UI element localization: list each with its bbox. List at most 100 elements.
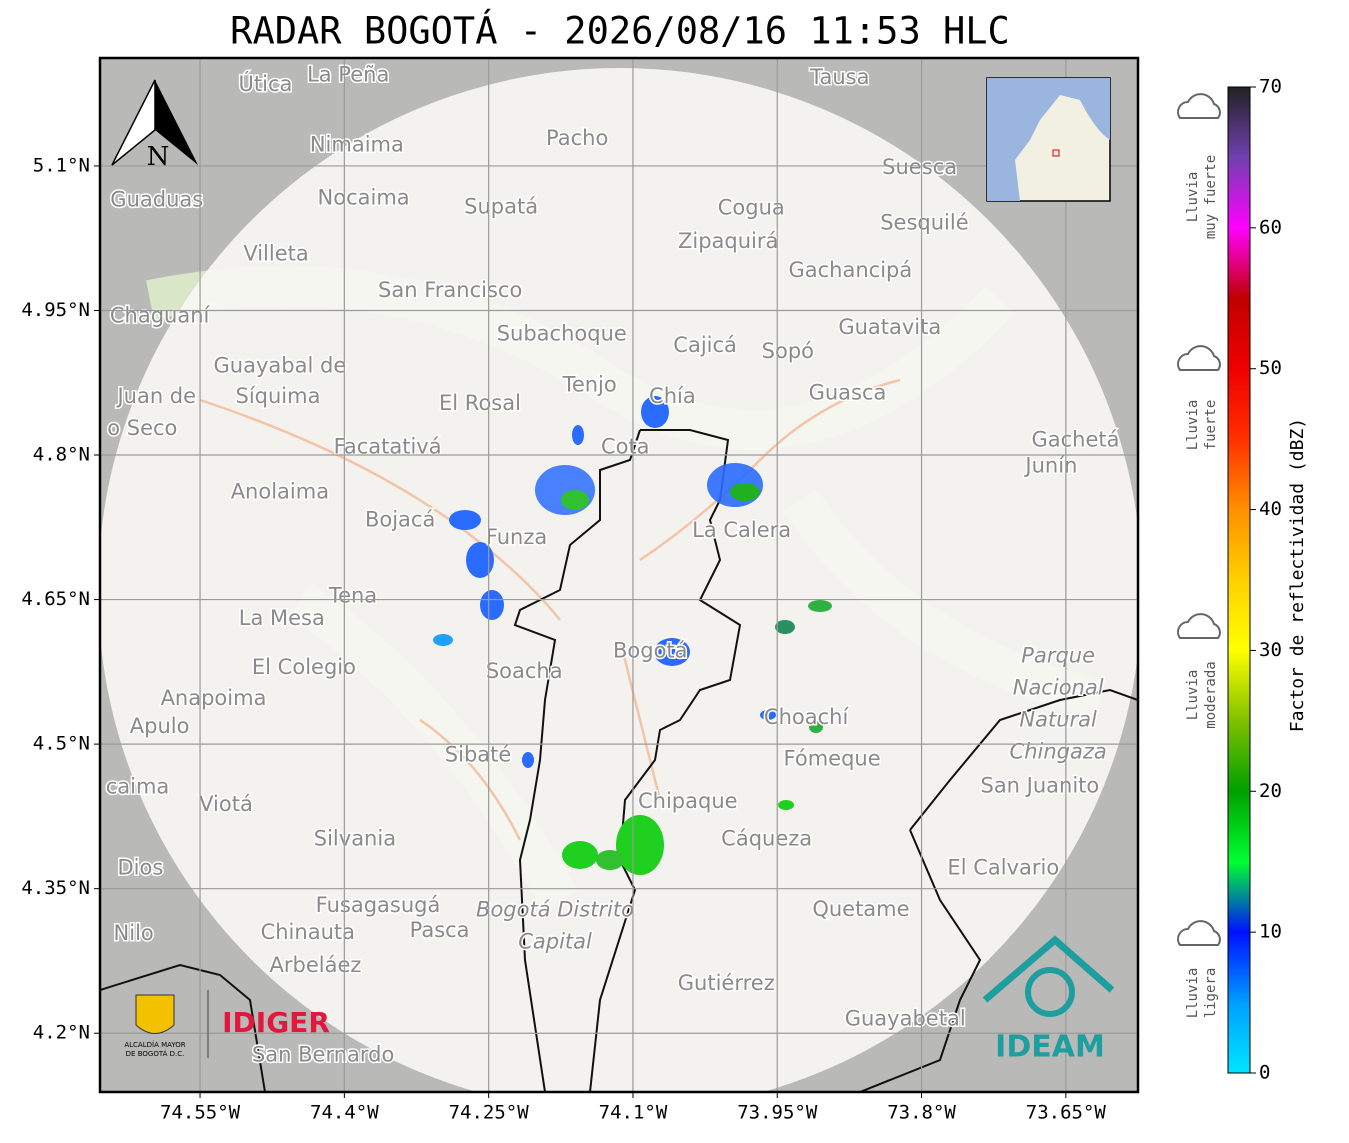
y-tick-label: 4.8°N [33,444,90,466]
place-label: Guayabetal [845,1007,966,1031]
x-tick-label: 74.4°W [310,1102,379,1124]
place-label: Cajicá [673,333,737,357]
y-tick-label: 4.2°N [33,1022,90,1044]
place-label: Viotá [199,792,253,816]
place-label: La Mesa [239,606,325,630]
place-label: Nilo [114,921,154,945]
logo-ideam-mark [1025,967,1075,1017]
colorbar-tick-label: 0 [1259,1062,1270,1084]
place-label: Guasca [809,380,887,404]
place-label: Bojacá [365,508,435,532]
place-labels: Útica La Peña Tausa Pacho Nimaima Guaduas Noca… [104,61,1121,1068]
place-label: Funza [486,525,547,549]
colorbar-tick-label: 50 [1259,357,1282,379]
inset-sea [987,78,1110,201]
map: Útica La Peña Tausa Pacho Nimaima Guaduas Noca… [100,58,1138,1092]
logo-alcaldia: ALCALDÍA MAYOR DE BOGOTÁ D.C. [124,990,209,1058]
place-label: San Bernardo [252,1042,394,1066]
place-label: Tausa [809,65,869,89]
place-label: El Rosal [439,391,521,415]
boundaries [100,429,1138,1092]
colorbar-tick-label: 20 [1259,780,1282,802]
place-label: Villeta [243,242,308,266]
place-label: Chipaque [638,789,738,813]
area-label: Nacional [1013,676,1104,700]
rain-category: Lluvia [1185,968,1201,1019]
place-label: Sesquilé [880,211,968,235]
place-label: Chinauta [261,920,355,944]
area-label: Bogotá Distrito [476,897,634,921]
place-label: Subachoque [497,322,627,346]
place-label: caima [106,774,170,798]
rain-category: Lluvia [1185,172,1201,223]
place-label: Soacha [486,659,563,683]
rain-icon [1177,613,1221,639]
y-tick-label: 5.1°N [33,154,90,176]
radar-echoes [433,396,832,875]
place-label: La Calera [692,518,791,542]
place-label: o Seco [107,416,177,440]
place-label: Chaguaní [110,303,211,327]
place-label: Fómeque [784,747,881,771]
grid [100,58,1138,1092]
map-frame [98,56,1140,1094]
colorbar [1227,86,1251,1074]
x-tick-label: 73.8°W [887,1102,956,1124]
y-tick-label: 4.65°N [21,588,90,610]
place-label: Fusagasugá [316,893,441,917]
logo-text: DE BOGOTÁ D.C. [126,1049,185,1058]
radar-range [100,68,1138,1092]
place-label: Chía [649,384,696,408]
place-label: Síquima [235,384,320,408]
x-tick-label: 74.25°W [449,1102,530,1124]
rain-category: ligera [1203,968,1219,1019]
place-label: Guatavita [838,315,941,339]
rain-category: moderada [1203,661,1219,728]
place-label: Juan de [115,384,196,408]
place-label: Nocaima [318,186,410,210]
place-label: Zipaquirá [678,229,778,253]
place-label: Gachancipá [788,258,912,282]
y-tick-label: 4.35°N [21,877,90,899]
y-tick-label: 4.5°N [33,733,90,755]
place-label: El Calvario [947,855,1059,879]
place-label: Gutiérrez [678,971,775,995]
x-tick-label: 73.95°W [737,1102,818,1124]
place-label: El Colegio [252,655,356,679]
colorbar-label: Factor de reflectividad (dBZ) [1287,418,1308,732]
place-label: Pasca [410,918,470,942]
place-label: Supatá [464,194,538,218]
logo-text: ALCALDÍA MAYOR [124,1040,185,1049]
y-tick-label: 4.95°N [21,299,90,321]
place-label: La Peña [307,62,389,86]
colorbar-tick-label: 40 [1259,498,1282,520]
place-label: San Francisco [378,278,522,302]
logo-idiger: IDIGER [222,1006,330,1039]
rain-icon [1177,920,1221,946]
rain-category: Lluvia [1185,670,1201,721]
place-label: Útica [239,71,293,96]
place-label: Anolaima [231,480,329,504]
place-label: Anapoima [161,686,267,710]
colorbar-tick-label: 10 [1259,921,1282,943]
rain-category: Lluvia [1185,400,1201,451]
place-label: Gachetá [1031,428,1119,452]
place-label: Apulo [130,714,190,738]
place-label: Guaduas [110,188,203,212]
x-tick-label: 74.55°W [160,1102,241,1124]
place-label: Dios [118,855,164,879]
logo-ideam: IDEAM [995,1030,1105,1065]
colorbar-tick-label: 60 [1259,216,1282,238]
area-label: Parque [1021,644,1095,668]
area-label: Capital [518,929,592,953]
roads [199,378,901,841]
place-label: Tenjo [562,373,617,397]
place-label: Arbeláez [270,953,362,977]
place-label: Junín [1023,454,1077,478]
rain-category: muy fuerte [1203,155,1219,239]
place-label: Quetame [812,897,909,921]
place-label: Tena [328,584,377,608]
